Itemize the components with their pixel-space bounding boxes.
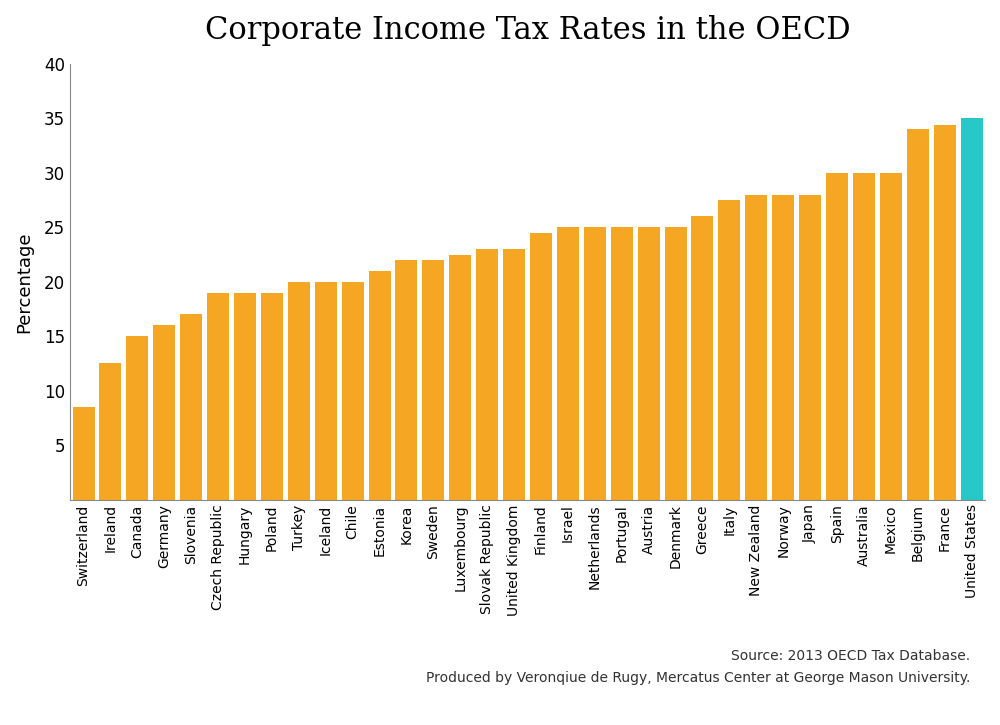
Bar <box>422 260 444 500</box>
Bar <box>288 282 310 500</box>
Bar <box>449 254 471 500</box>
Text: Source: 2013 OECD Tax Database.: Source: 2013 OECD Tax Database. <box>731 650 970 663</box>
Bar <box>369 271 391 500</box>
Bar <box>745 194 767 500</box>
Bar <box>799 194 821 500</box>
Bar <box>880 173 902 500</box>
Bar <box>826 173 848 500</box>
Title: Corporate Income Tax Rates in the OECD: Corporate Income Tax Rates in the OECD <box>205 15 850 46</box>
Bar <box>638 228 660 500</box>
Bar <box>180 315 202 500</box>
Bar <box>234 293 256 500</box>
Bar <box>503 249 525 500</box>
Bar <box>772 194 794 500</box>
Bar <box>315 282 337 500</box>
Bar <box>342 282 364 500</box>
Bar <box>934 125 956 500</box>
Bar <box>395 260 417 500</box>
Y-axis label: Percentage: Percentage <box>15 231 33 333</box>
Bar <box>476 249 498 500</box>
Bar <box>961 118 983 500</box>
Bar <box>691 217 713 500</box>
Bar <box>907 129 929 500</box>
Bar <box>611 228 633 500</box>
Bar <box>126 336 148 500</box>
Bar <box>153 326 175 500</box>
Bar <box>530 233 552 500</box>
Bar <box>99 363 121 500</box>
Text: Produced by Veronqiue de Rugy, Mercatus Center at George Mason University.: Produced by Veronqiue de Rugy, Mercatus … <box>426 671 970 685</box>
Bar <box>557 228 579 500</box>
Bar <box>73 407 95 500</box>
Bar <box>853 173 875 500</box>
Bar <box>584 228 606 500</box>
Bar <box>261 293 283 500</box>
Bar <box>665 228 687 500</box>
Bar <box>718 200 740 500</box>
Bar <box>207 293 229 500</box>
